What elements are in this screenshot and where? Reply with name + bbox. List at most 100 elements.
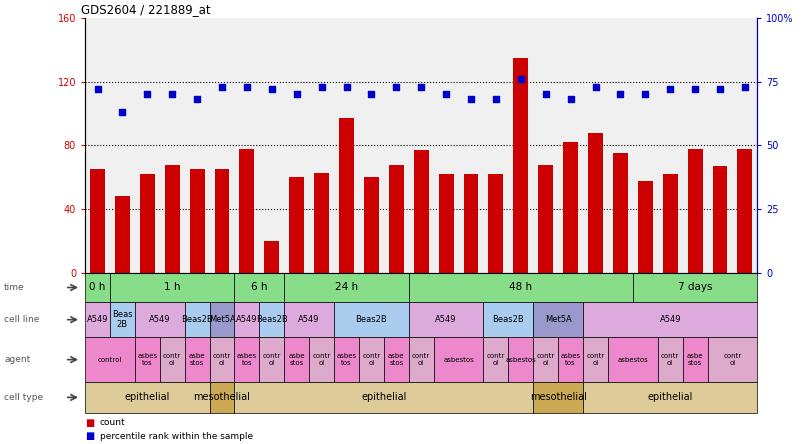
Text: percentile rank within the sample: percentile rank within the sample — [100, 432, 253, 440]
Text: epithelial: epithelial — [361, 392, 407, 402]
Bar — [334, 337, 359, 382]
Bar — [608, 337, 658, 382]
Bar — [134, 337, 160, 382]
Bar — [583, 382, 757, 413]
Bar — [140, 174, 155, 273]
Text: Met5A: Met5A — [545, 315, 572, 324]
Bar — [85, 273, 110, 302]
Bar — [234, 273, 284, 302]
Text: Beas2B: Beas2B — [181, 315, 213, 324]
Point — [116, 109, 129, 116]
Text: asbestos: asbestos — [505, 357, 536, 363]
Text: contr
ol: contr ol — [536, 353, 555, 366]
Bar — [259, 337, 284, 382]
Point — [315, 83, 328, 90]
Bar — [484, 337, 509, 382]
Text: agent: agent — [4, 355, 30, 364]
Text: time: time — [4, 283, 24, 292]
Point — [266, 86, 279, 93]
Bar — [289, 177, 305, 273]
Bar — [110, 273, 234, 302]
Bar — [314, 173, 329, 273]
Point — [190, 96, 203, 103]
Bar — [309, 337, 334, 382]
Text: contr
ol: contr ol — [213, 353, 231, 366]
Text: A549: A549 — [149, 315, 170, 324]
Point — [589, 83, 602, 90]
Text: asbe
stos: asbe stos — [687, 353, 703, 366]
Point — [614, 91, 627, 98]
Point — [390, 83, 403, 90]
Bar — [658, 337, 683, 382]
Text: control: control — [98, 357, 122, 363]
Bar — [588, 133, 603, 273]
Bar — [683, 337, 708, 382]
Text: ■: ■ — [85, 418, 94, 428]
Point — [241, 83, 254, 90]
Text: mesothelial: mesothelial — [530, 392, 586, 402]
Bar — [190, 169, 205, 273]
Text: Beas2B: Beas2B — [492, 315, 524, 324]
Point — [714, 86, 727, 93]
Bar — [115, 196, 130, 273]
Bar — [339, 118, 354, 273]
Point — [365, 91, 378, 98]
Point — [464, 96, 477, 103]
Text: A549: A549 — [659, 315, 681, 324]
Text: 48 h: 48 h — [509, 282, 532, 293]
Bar — [433, 337, 484, 382]
Point — [688, 86, 701, 93]
Text: asbes
tos: asbes tos — [336, 353, 356, 366]
Bar — [533, 337, 558, 382]
Point — [340, 83, 353, 90]
Text: 24 h: 24 h — [335, 282, 358, 293]
Bar — [364, 177, 379, 273]
Text: asbes
tos: asbes tos — [237, 353, 257, 366]
Bar — [484, 302, 533, 337]
Bar — [463, 174, 479, 273]
Text: contr
ol: contr ol — [262, 353, 281, 366]
Text: A549: A549 — [435, 315, 457, 324]
Text: contr
ol: contr ol — [661, 353, 680, 366]
Point — [91, 86, 104, 93]
Bar — [110, 302, 134, 337]
Text: 6 h: 6 h — [251, 282, 267, 293]
Bar — [85, 302, 110, 337]
Bar — [160, 337, 185, 382]
Bar — [389, 165, 403, 273]
Bar — [134, 302, 185, 337]
Text: A549: A549 — [237, 315, 258, 324]
Text: 7 days: 7 days — [678, 282, 712, 293]
Text: Beas2B: Beas2B — [356, 315, 387, 324]
Point — [489, 96, 502, 103]
Bar — [90, 169, 105, 273]
Bar — [234, 337, 259, 382]
Bar — [633, 273, 757, 302]
Point — [166, 91, 179, 98]
Bar — [414, 150, 428, 273]
Bar — [284, 273, 409, 302]
Point — [739, 83, 752, 90]
Bar — [215, 169, 229, 273]
Text: mesothelial: mesothelial — [194, 392, 250, 402]
Text: asbestos: asbestos — [617, 357, 648, 363]
Bar — [284, 302, 334, 337]
Bar — [409, 337, 433, 382]
Bar — [164, 165, 180, 273]
Point — [639, 91, 652, 98]
Text: count: count — [100, 418, 126, 427]
Text: asbestos: asbestos — [443, 357, 474, 363]
Bar — [185, 337, 210, 382]
Bar — [663, 174, 678, 273]
Text: asbe
stos: asbe stos — [189, 353, 206, 366]
Text: contr
ol: contr ol — [412, 353, 430, 366]
Bar — [488, 174, 503, 273]
Text: contr
ol: contr ol — [313, 353, 330, 366]
Bar — [240, 149, 254, 273]
Text: contr
ol: contr ol — [163, 353, 181, 366]
Text: asbe
stos: asbe stos — [288, 353, 305, 366]
Text: contr
ol: contr ol — [723, 353, 742, 366]
Text: cell line: cell line — [4, 315, 40, 324]
Point — [539, 91, 552, 98]
Bar — [210, 382, 234, 413]
